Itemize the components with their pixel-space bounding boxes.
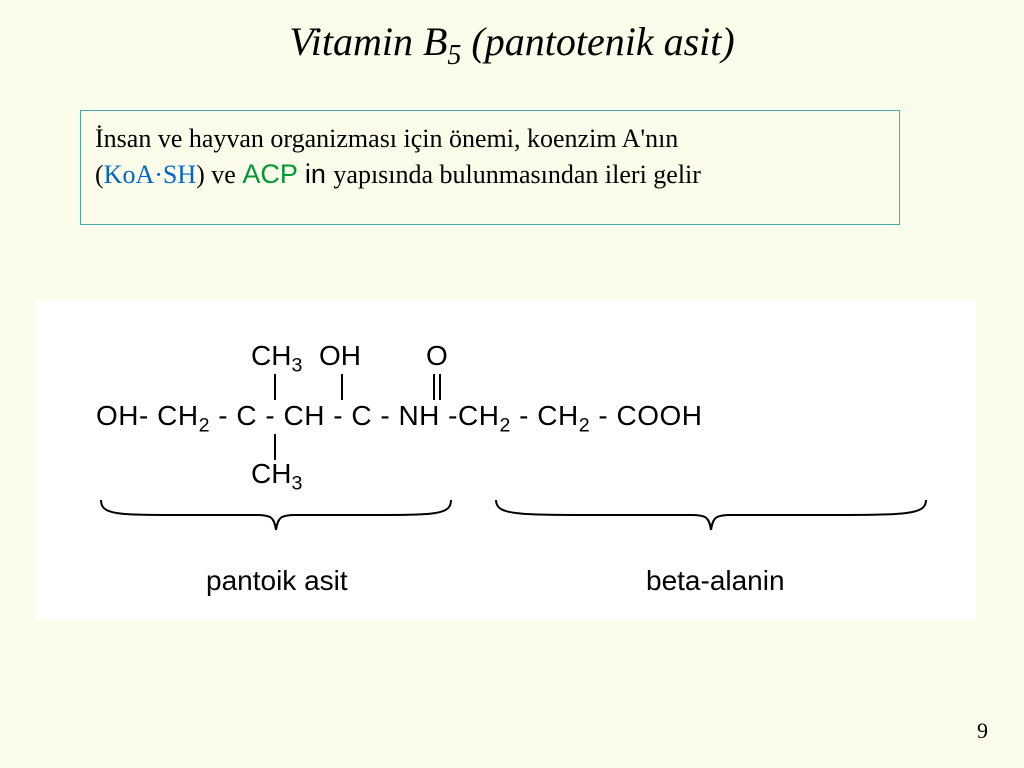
top-o: O	[426, 340, 448, 372]
info-line1: İnsan ve hayvan organizması için önemi, …	[95, 124, 678, 153]
bond-co-2	[439, 374, 441, 400]
brace-pantoik	[96, 495, 456, 535]
slide-title: Vitamin B5 (pantotenik asit)	[0, 0, 1024, 72]
f-ch: CH	[283, 400, 324, 431]
f-d3: -	[325, 400, 351, 431]
f-ch2c: CH	[537, 400, 578, 431]
label-betaalanin: beta-alanin	[646, 565, 785, 597]
top-oh: OH	[319, 340, 361, 372]
bot-ch3-sub: 3	[291, 473, 302, 495]
f-ch2b-sub: 2	[499, 415, 510, 437]
bond-c-top	[274, 374, 276, 400]
label-pantoik: pantoik asit	[206, 565, 348, 597]
info-box: İnsan ve hayvan organizması için önemi, …	[80, 110, 900, 225]
title-pre: Vitamin B	[289, 19, 447, 64]
title-sub: 5	[447, 40, 461, 71]
f-ch2b: CH	[458, 400, 499, 431]
bot-ch3-text: CH	[251, 458, 291, 489]
bond-co-1	[433, 374, 435, 400]
f-ch2a: CH	[157, 400, 198, 431]
f-d2: -	[257, 400, 283, 431]
chemical-structure-panel: CH3 OH O OH- CH2 - C - CH - C - NH -CH2 …	[36, 300, 976, 620]
f-cooh: COOH	[617, 400, 703, 431]
f-d7: -	[590, 400, 616, 431]
title-post: (pantotenik asit)	[461, 19, 734, 64]
brace-betaalanin	[491, 495, 931, 535]
f-d6: -	[511, 400, 537, 431]
koash-text: KoA·SH	[104, 160, 196, 189]
page-number: 9	[977, 718, 988, 744]
bond-ch-oh	[341, 374, 343, 400]
f-d5: -	[440, 400, 458, 431]
f-d4: -	[372, 400, 398, 431]
in-text: in	[297, 159, 333, 189]
top-ch3-text: CH	[251, 340, 291, 371]
top-ch3-sub: 3	[291, 355, 302, 377]
bot-ch3: CH3	[251, 458, 302, 496]
acp-text: ACP	[242, 159, 297, 189]
paren-open: (	[95, 160, 104, 189]
ve-text: ve	[205, 160, 243, 189]
f-c: C	[236, 400, 257, 431]
f-oh: OH-	[96, 400, 157, 431]
slide: Vitamin B5 (pantotenik asit) İnsan ve ha…	[0, 0, 1024, 768]
f-c2: C	[351, 400, 372, 431]
f-d1: -	[210, 400, 236, 431]
f-ch2a-sub: 2	[199, 415, 210, 437]
top-ch3: CH3	[251, 340, 302, 378]
formula-main-row: OH- CH2 - C - CH - C - NH -CH2 - CH2 - C…	[96, 400, 703, 438]
bond-c-bot	[274, 434, 276, 460]
f-nh: NH	[398, 400, 439, 431]
f-ch2c-sub: 2	[579, 415, 590, 437]
info-line2: yapısında bulunmasından ileri gelir	[333, 160, 701, 189]
paren-close: )	[196, 160, 205, 189]
